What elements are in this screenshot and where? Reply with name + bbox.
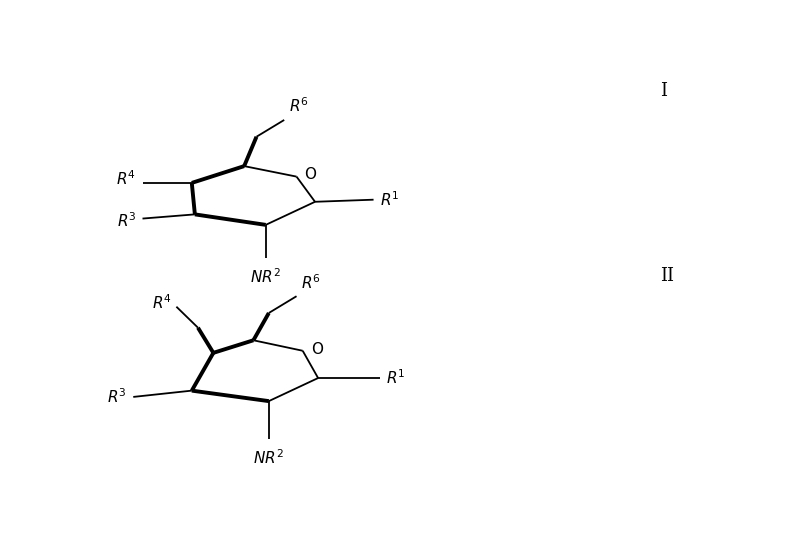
Text: I: I [660, 82, 667, 100]
Text: $R^1$: $R^1$ [380, 190, 399, 209]
Text: $R^6$: $R^6$ [301, 273, 320, 292]
Text: $R^4$: $R^4$ [117, 169, 137, 188]
Text: O: O [311, 342, 323, 356]
Text: $R^4$: $R^4$ [152, 293, 172, 312]
Text: $NR^2$: $NR^2$ [250, 268, 281, 286]
Text: $R^6$: $R^6$ [289, 96, 308, 115]
Text: $R^3$: $R^3$ [107, 387, 127, 406]
Text: II: II [660, 267, 674, 285]
Text: $R^3$: $R^3$ [117, 211, 137, 230]
Text: O: O [304, 167, 316, 183]
Text: $NR^2$: $NR^2$ [254, 448, 285, 467]
Text: $R^1$: $R^1$ [386, 368, 405, 387]
